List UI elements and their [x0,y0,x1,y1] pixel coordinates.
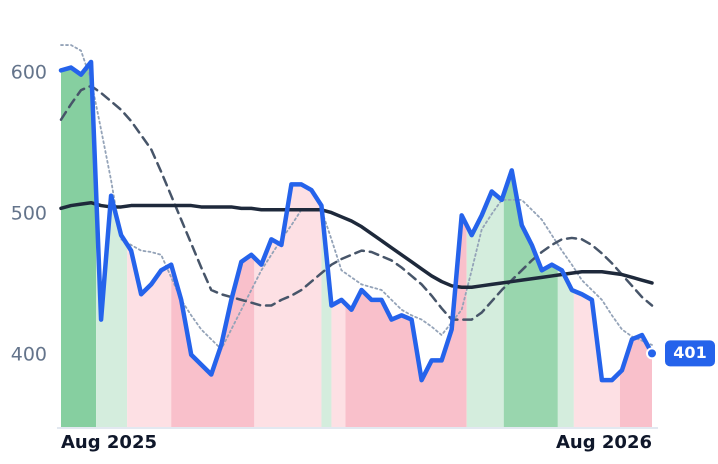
signal-band [96,190,128,428]
series-line [59,84,654,321]
series-line [59,200,654,289]
last-price-dot [646,347,658,360]
y-tick-label: 500 [11,202,47,224]
signal-band [321,205,332,428]
series-line [60,44,653,351]
last-price-label: 401 [673,343,706,362]
y-tick-label: 400 [11,343,47,365]
x-tick-label: Aug 2025 [61,432,157,453]
series-line [58,59,655,383]
signal-band [573,290,620,428]
signal-band [61,61,97,428]
signal-band [345,215,467,428]
signal-band [331,299,346,428]
y-tick-label: 600 [11,62,47,84]
last-price-badge [665,340,715,367]
signal-band [254,184,322,428]
signal-band [557,268,574,428]
signal-band [503,170,558,429]
x-tick-label: Aug 2026 [556,432,652,453]
